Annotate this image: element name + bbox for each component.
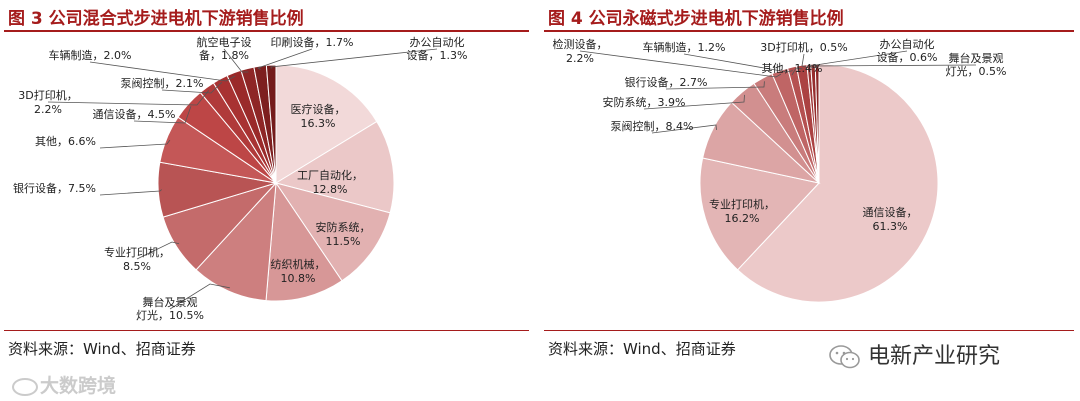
watermark-left-text: 大数跨境 [40,375,117,397]
leader-line-7 [99,189,162,196]
slice-label-14: 印刷设备，1.7% [271,35,354,49]
leader-line-12 [89,61,236,82]
slice-label-6: 专业打印机， 8.5% [104,245,170,273]
slice-label-7: 银行设备，7.5% [13,181,96,195]
pie-slice-5 [195,181,277,302]
slice-label-4: 安防系统，3.9% [603,95,686,109]
chart-title-right: 图 4 公司永磁式步进电机下游销售比例 [548,4,1080,29]
leader-lines [579,50,977,134]
slice-label-6: 检测设备， 2.2% [553,37,608,65]
figure-number: 图 3 [8,9,43,29]
leader-line-11 [813,64,977,68]
slice-label-2: 专业打印机， 16.2% [709,197,775,225]
leader-line-13 [223,48,249,73]
slice-label-12: 车辆制造，2.0% [49,48,132,62]
pie-slice-3 [274,182,391,282]
watermark-left: 大数跨境 [12,371,116,398]
source-rule [4,330,529,331]
slice-label-3: 安防系统， 11.5% [316,220,371,248]
leader-line-15 [270,48,438,69]
slice-labels: 通信设备， 61.3% 专业打印机， 16.2% 泵阀控制，8.4% 安防系统，3.9% 银… [553,37,1007,233]
leader-line-8 [99,139,171,149]
slice-label-1: 医疗设备， 16.3% [291,102,346,130]
pie-chart-right: 通信设备， 61.3% 专业打印机， 16.2% 泵阀控制，8.4% 安防系统，3.9% 银… [553,37,1007,303]
slice-label-5: 银行设备，2.7% [625,75,708,89]
slice-label-7: 车辆制造，1.2% [643,40,726,54]
chart-title-left: 图 3 公司混合式步进电机下游销售比例 [8,4,535,29]
slice-label-8: 其他，1.4% [762,62,823,75]
slice-labels: 医疗设备， 16.3% 工厂自动化， 12.8% 安防系统， 11.5% 纺织机械， 10.8… [13,35,467,322]
pie-slice-2 [699,157,820,271]
slice-label-13: 航空电子设备，1.8% [197,35,252,62]
leader-line-10 [47,90,210,106]
leader-line-7 [683,53,793,73]
pie-slice-1 [736,63,939,303]
leader-line-5 [169,283,230,310]
leader-line-8 [791,67,803,76]
watermark-right: 电新产业研究 [828,338,1000,370]
slice-label-2: 工厂自动化， 12.8% [297,168,363,196]
slice-label-15: 办公自动化设备，1.3% [407,35,468,62]
source-rule [544,330,1074,331]
leader-line-4 [643,94,745,110]
pie-slices [157,64,395,302]
figure-title: 公司混合式步进电机下游销售比例 [48,9,304,29]
leader-line-10 [807,50,908,69]
title-rule [544,30,1074,32]
source-note-right: 资料来源：Wind、招商证券 [548,340,736,358]
chart-panel-left: 图 3 公司混合式步进电机下游销售比例 医疗设备， 16.3% 工厂自动化， 12.8… [0,0,535,401]
pie-chart-left: 医疗设备， 16.3% 工厂自动化， 12.8% 安防系统， 11.5% 纺织机械， 10.8… [13,35,467,322]
source-note-left: 资料来源：Wind、招商证券 [8,340,196,358]
slice-label-1: 通信设备， 61.3% [863,205,918,233]
slice-label-11: 泵阀控制，2.1% [121,76,204,90]
slice-label-10: 3D打印机， 2.2% [18,88,77,116]
figure-number: 图 4 [548,9,583,29]
leader-line-5 [665,81,765,90]
leader-line-6 [579,50,782,78]
leader-line-3 [651,124,717,134]
title-rule [4,30,529,32]
slice-label-4: 纺织机械， 10.8% [271,257,326,285]
leader-line-9 [801,53,810,69]
slice-label-10: 办公自动化设备，0.6% [877,37,938,64]
figure-title: 公司永磁式步进电机下游销售比例 [588,9,844,29]
leader-line-6 [136,241,180,260]
slice-label-8: 其他，6.6% [35,135,96,148]
leader-line-9 [133,106,192,124]
slice-label-9: 3D打印机，0.5% [760,40,847,54]
pie-slice-4 [265,181,343,302]
pie-slices [699,63,939,303]
slice-label-5: 舞台及景观灯光，10.5% [136,295,204,322]
leader-lines [47,48,438,310]
watermark-logo-icon [12,377,38,396]
slice-label-9: 通信设备，4.5% [93,107,176,121]
leader-line-11 [161,81,223,94]
pie-slice-2 [274,120,395,214]
chart-panel-right: 图 4 公司永磁式步进电机下游销售比例 通信设备， 61.3% 专业打印机， 16.2… [540,0,1080,401]
wechat-icon [829,345,860,369]
pie-slice-11 [814,63,820,184]
watermark-right-text: 电新产业研究 [868,344,1001,369]
slice-label-3: 泵阀控制，8.4% [611,119,694,133]
leader-line-14 [257,48,313,70]
slice-label-11: 舞台及景观灯光，0.5% [946,51,1007,78]
